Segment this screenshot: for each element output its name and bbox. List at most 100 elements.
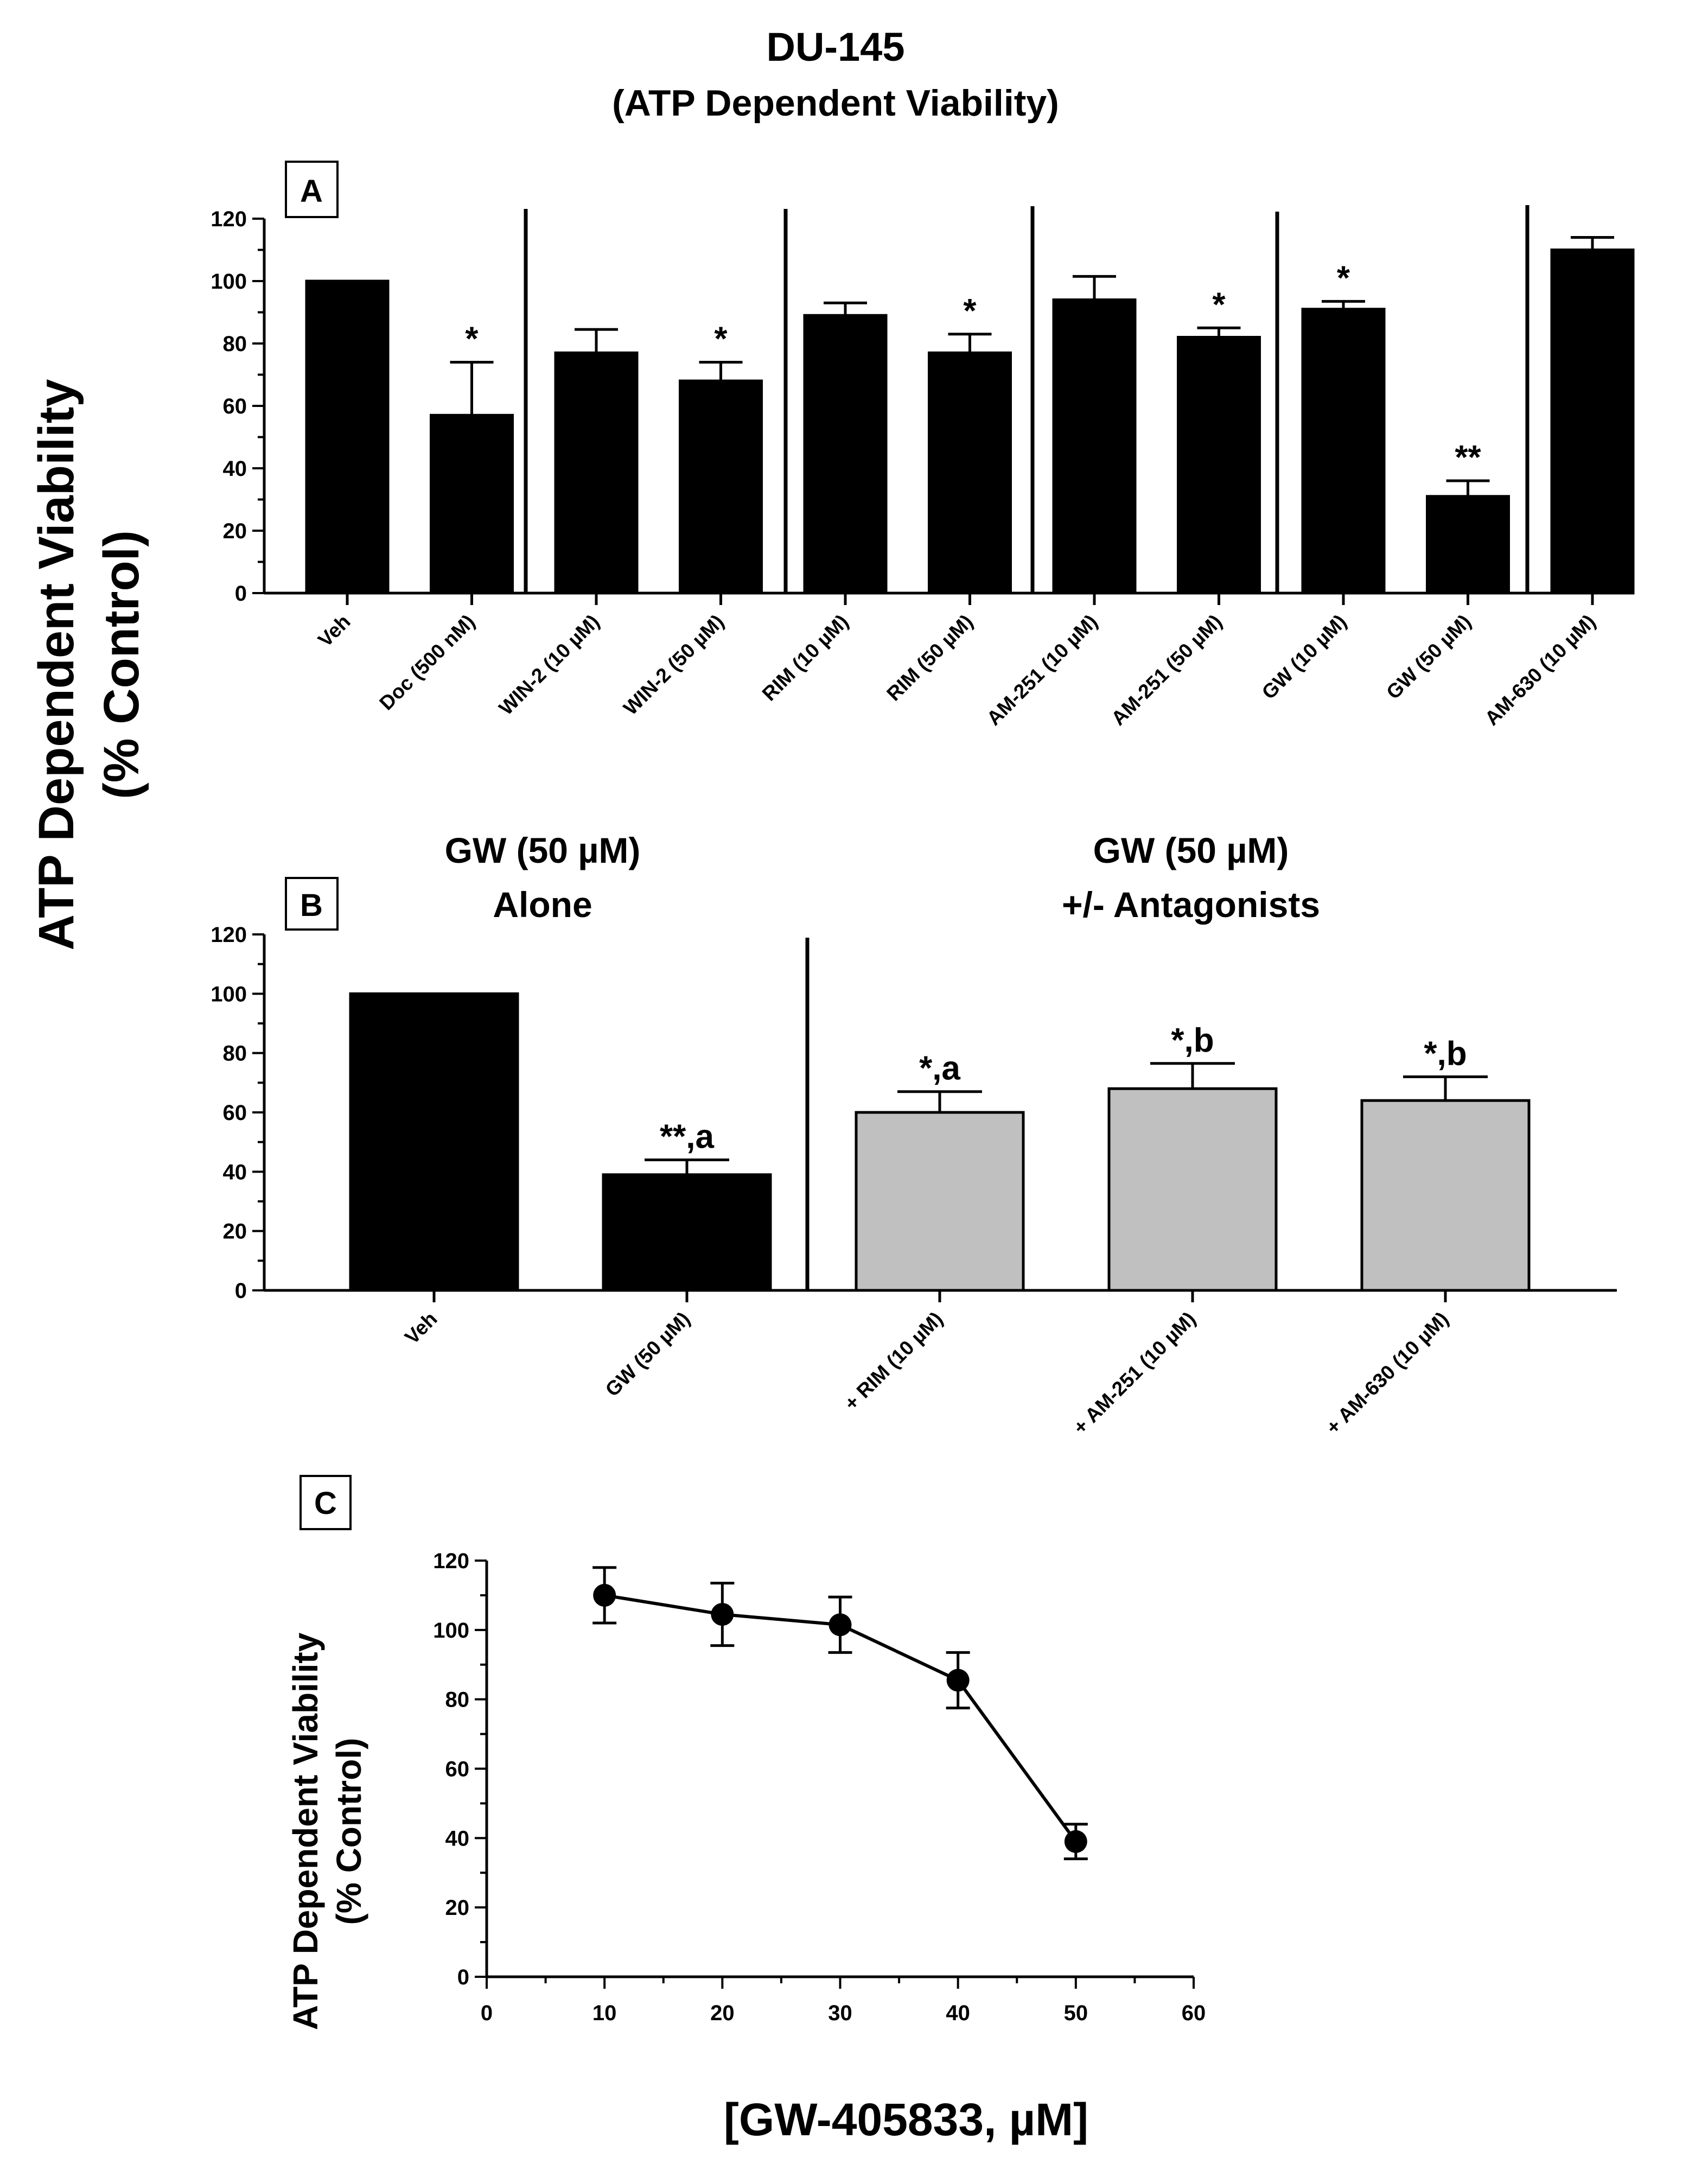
panel-c-label: C — [314, 1486, 337, 1521]
y-axis-label-ab: ATP Dependent Viability (% Control) — [29, 379, 149, 950]
category-label: AM-251 (50 µM) — [1107, 610, 1226, 730]
panel-a-label: A — [300, 174, 323, 209]
bar — [855, 1111, 1025, 1292]
category-label: GW (50 µM) — [1382, 610, 1475, 704]
panel-b: B GW (50 µM) Alone GW (50 µM) +/- Antago… — [211, 830, 1617, 1439]
group-label-antagonists-line2: +/- Antagonists — [1062, 884, 1320, 925]
group-label-alone-line2: Alone — [493, 884, 592, 925]
y-tick-label: 60 — [223, 1101, 247, 1125]
category-label: RIM (10 µM) — [758, 610, 853, 705]
category-label: GW (10 µM) — [1258, 610, 1351, 704]
y-tick-label: 20 — [445, 1896, 470, 1920]
significance-label: * — [1212, 286, 1226, 323]
bar — [1052, 298, 1137, 595]
significance-label: * — [963, 292, 977, 330]
data-point — [828, 1613, 852, 1637]
y-tick-label: 0 — [457, 1965, 469, 1989]
bar — [1360, 1099, 1531, 1292]
significance-label: * — [714, 321, 728, 358]
bar — [803, 314, 888, 595]
bar — [1301, 308, 1386, 595]
panel-b-label: B — [300, 888, 323, 923]
x-tick-label: 0 — [481, 2001, 493, 2025]
category-label: Veh — [400, 1308, 442, 1349]
panel-b-label-box — [285, 877, 339, 931]
y-axis-label-c-line2: (% Control) — [329, 1738, 368, 1925]
significance-label: ** — [1455, 439, 1481, 476]
y-tick-label: 120 — [211, 207, 247, 231]
data-point — [593, 1583, 616, 1607]
category-label: GW (50 µM) — [601, 1308, 694, 1401]
category-label: + AM-251 (10 µM) — [1069, 1308, 1200, 1439]
figure-subtitle: (ATP Dependent Viability) — [612, 82, 1059, 124]
bar — [1550, 249, 1635, 595]
y-tick-label: 120 — [211, 923, 247, 947]
x-tick-label: 60 — [1182, 2001, 1206, 2025]
y-axis-label-c-line1: ATP Dependent Viability — [286, 1632, 325, 2030]
y-axis-label-line1: ATP Dependent Viability — [29, 379, 84, 950]
x-tick-label: 20 — [710, 2001, 735, 2025]
panel-c-axes: 0 20 40 60 80 100 120 0 10 20 30 40 50 60 — [433, 1549, 1206, 2025]
category-label: Doc (500 nM) — [375, 610, 479, 715]
y-tick-label: 120 — [433, 1549, 469, 1573]
bar — [1426, 495, 1510, 595]
data-point — [711, 1603, 734, 1626]
category-label: + AM-630 (10 µM) — [1322, 1308, 1453, 1439]
y-tick-label: 20 — [223, 519, 247, 543]
data-point — [946, 1669, 970, 1692]
y-tick-label: 40 — [223, 457, 247, 481]
bar — [1177, 336, 1261, 595]
bar — [928, 351, 1012, 595]
category-label: AM-251 (10 µM) — [983, 610, 1102, 730]
y-axis-label-line2: (% Control) — [94, 530, 149, 799]
category-label: + RIM (10 µM) — [840, 1308, 947, 1415]
y-tick-label: 60 — [445, 1758, 470, 1781]
y-tick-label: 40 — [223, 1160, 247, 1184]
bar — [349, 992, 519, 1292]
category-label: RIM (50 µM) — [882, 610, 977, 705]
group-label-antagonists-line1: GW (50 µM) — [1093, 830, 1289, 870]
category-label: WIN-2 (10 µM) — [495, 610, 604, 720]
panel-a-axes: 0 20 40 60 80 100 120 Veh * Doc (500 nM) WIN-2 (10… — [211, 205, 1635, 730]
group-label-alone-line1: GW (50 µM) — [445, 830, 641, 870]
x-tick-label: 50 — [1064, 2001, 1088, 2025]
significance-label: *,b — [1424, 1035, 1467, 1072]
significance-label: **,a — [660, 1118, 714, 1155]
significance-label: * — [465, 321, 479, 358]
x-tick-label: 10 — [592, 2001, 617, 2025]
x-tick-label: 30 — [828, 2001, 852, 2025]
y-tick-label: 0 — [235, 1279, 247, 1303]
panel-c: C ATP Dependent Viability (% Control) [G… — [286, 1475, 1206, 2145]
bar — [602, 1173, 772, 1292]
category-label: WIN-2 (50 µM) — [619, 610, 728, 720]
panel-c-label-box — [299, 1475, 352, 1530]
significance-label: *,b — [1171, 1022, 1214, 1059]
y-tick-label: 0 — [235, 582, 247, 606]
bar — [679, 379, 763, 595]
category-label: Veh — [314, 610, 355, 652]
x-axis-label-c: [GW-405833, µM] — [724, 2094, 1088, 2145]
bar — [1107, 1087, 1278, 1292]
x-tick-label: 40 — [946, 2001, 970, 2025]
significance-label: *,a — [919, 1050, 960, 1087]
panel-b-axes: 0 20 40 60 80 100 120 Veh **,a GW (50 µM) *,a + RIM… — [211, 923, 1617, 1439]
bar — [305, 279, 390, 595]
y-tick-label: 100 — [211, 270, 247, 294]
y-tick-label: 40 — [445, 1826, 470, 1850]
bar — [430, 413, 514, 595]
y-tick-label: 80 — [445, 1688, 470, 1712]
y-tick-label: 100 — [211, 982, 247, 1006]
category-label: AM-630 (10 µM) — [1481, 610, 1600, 730]
data-point — [1064, 1830, 1087, 1853]
y-tick-label: 80 — [223, 1042, 247, 1066]
panel-a-label-box — [285, 161, 339, 218]
y-tick-label: 100 — [433, 1619, 469, 1643]
y-tick-label: 20 — [223, 1220, 247, 1244]
figure-title: DU-145 — [767, 24, 905, 69]
bar — [554, 351, 639, 595]
y-axis-label-c: ATP Dependent Viability (% Control) — [286, 1632, 368, 2030]
y-tick-label: 60 — [223, 394, 247, 418]
significance-label: * — [1337, 259, 1350, 297]
